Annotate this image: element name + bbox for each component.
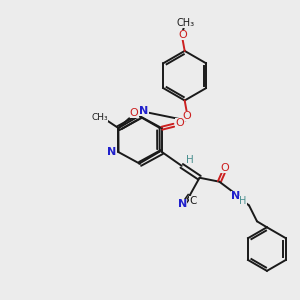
Text: CH₃: CH₃ (91, 113, 108, 122)
Text: O: O (178, 30, 187, 40)
Text: H: H (239, 196, 247, 206)
Text: N: N (178, 200, 187, 209)
Text: N: N (231, 190, 240, 201)
Text: O: O (182, 111, 191, 121)
Text: H: H (186, 155, 194, 165)
Text: O: O (220, 163, 229, 173)
Text: O: O (175, 118, 184, 128)
Text: CH₃: CH₃ (177, 18, 195, 28)
Text: N: N (140, 106, 149, 116)
Text: N: N (107, 147, 116, 157)
Text: C: C (189, 196, 196, 206)
Text: O: O (130, 108, 139, 118)
